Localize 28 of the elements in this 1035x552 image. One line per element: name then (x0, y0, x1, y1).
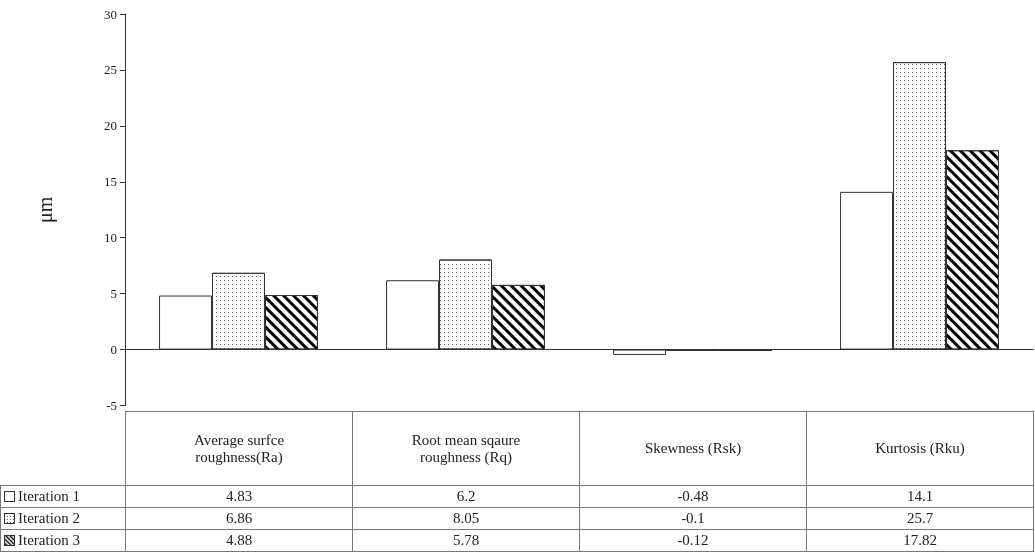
y-tick-label: 10 (104, 230, 117, 246)
x-tick-label: Kurtosis (Rku) (806, 411, 1034, 486)
y-tick-label: 30 (104, 6, 117, 22)
y-tick-label: 25 (104, 62, 117, 78)
data-label: 6.86 (125, 507, 353, 530)
data-label: 5.78 (352, 529, 580, 552)
y-tick-label: 15 (104, 174, 117, 190)
x-tick-label: Skewness (Rsk) (579, 411, 807, 486)
legend-label: Iteration 1 (18, 488, 81, 504)
y-tick-label: 20 (104, 118, 117, 134)
y-tick-label: -5 (106, 398, 117, 413)
data-label: 25.7 (806, 507, 1034, 530)
x-tick-label: Average surfce roughness(Ra) (125, 411, 353, 486)
data-label: 4.83 (125, 485, 353, 508)
y-axis-title: μm (34, 196, 57, 223)
data-label: 17.82 (806, 529, 1034, 552)
data-label: 14.1 (806, 485, 1034, 508)
data-label: -0.1 (579, 507, 807, 530)
legend-label: Iteration 2 (18, 510, 81, 526)
data-label: -0.12 (579, 529, 807, 552)
data-label: 8.05 (352, 507, 580, 530)
y-tick-label: 0 (110, 342, 117, 358)
y-tick-label: 5 (110, 286, 117, 302)
legend-label: Iteration 3 (18, 532, 81, 548)
x-tick-label: Root mean sqaure roughness (Rq) (352, 411, 580, 486)
data-label: 6.2 (352, 485, 580, 508)
data-label: 4.88 (125, 529, 353, 552)
data-label: -0.48 (579, 485, 807, 508)
